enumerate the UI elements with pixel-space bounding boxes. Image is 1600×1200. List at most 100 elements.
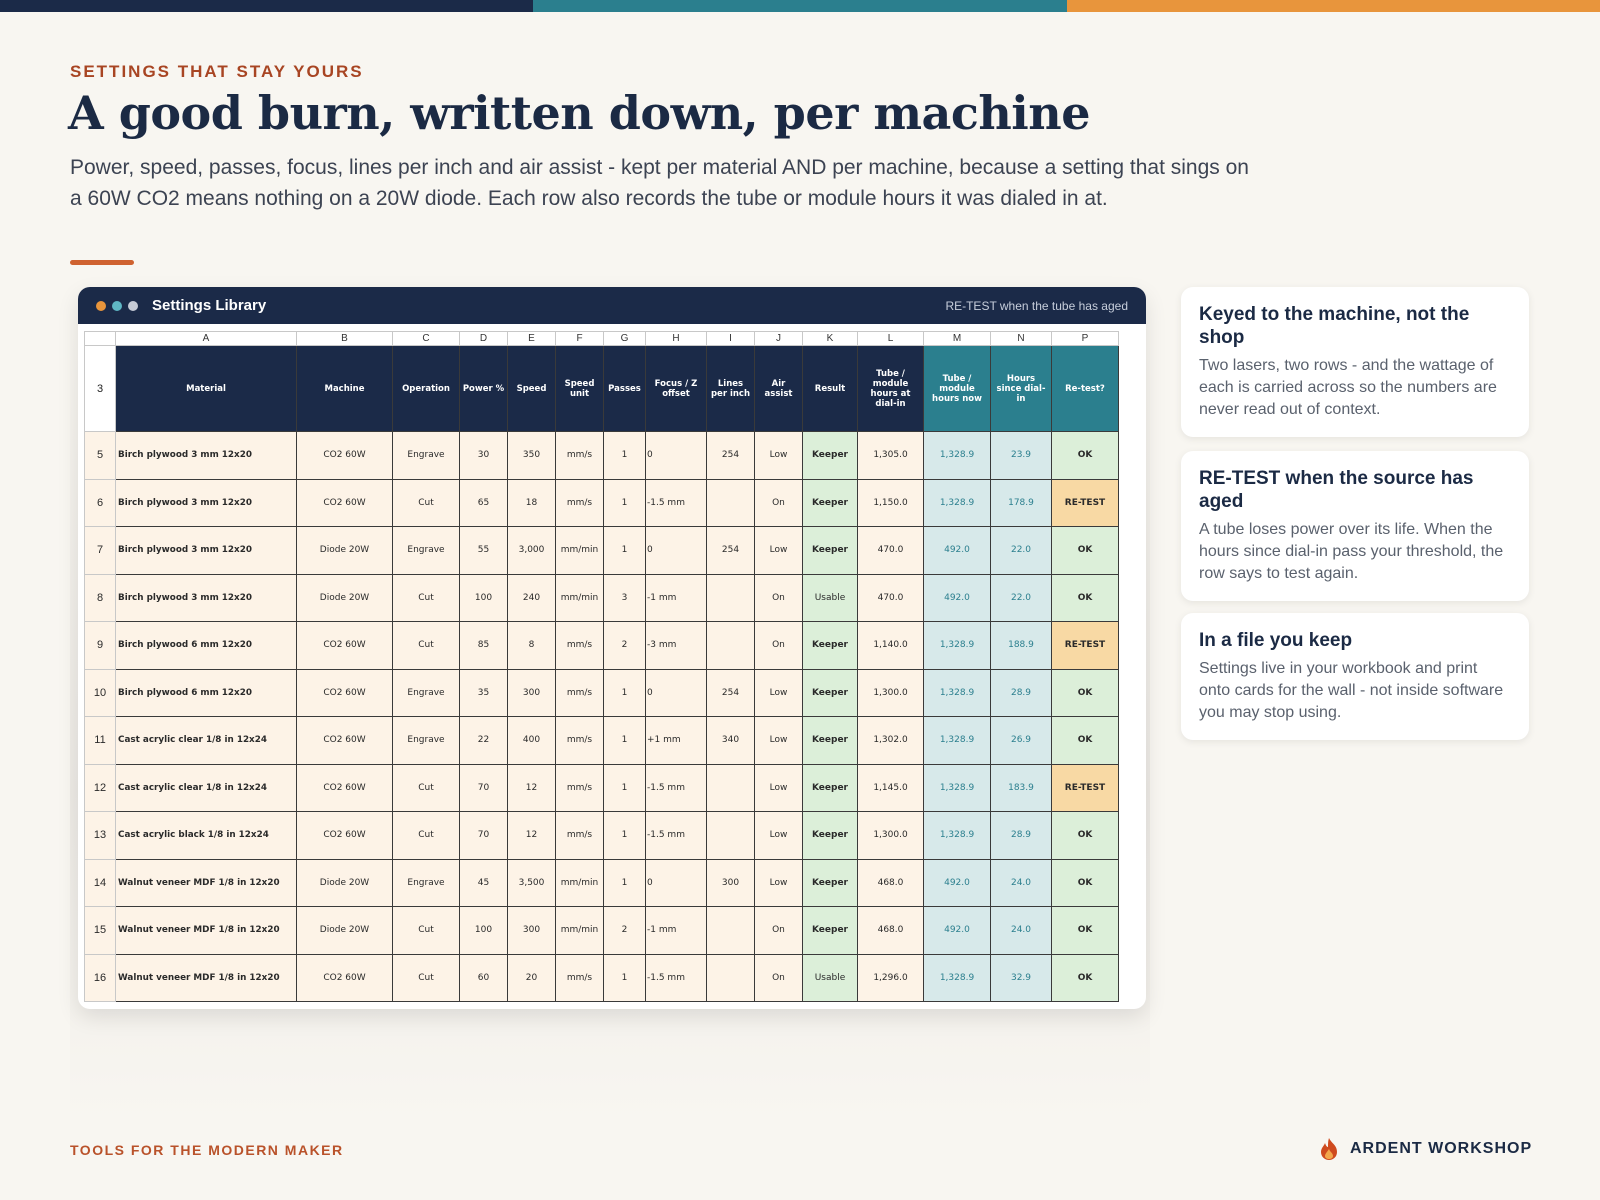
table-cell[interactable]: mm/min xyxy=(555,573,604,622)
column-header[interactable]: Focus / Z offset xyxy=(645,345,707,432)
table-cell[interactable]: Birch plywood 3 mm 12x20 xyxy=(115,573,297,622)
column-header[interactable]: Re-test? xyxy=(1051,345,1119,432)
table-cell[interactable]: Cut xyxy=(392,811,460,860)
table-cell[interactable]: 468.0 xyxy=(857,906,924,955)
table-cell[interactable]: 20 xyxy=(507,953,556,1002)
table-cell[interactable]: 3,500 xyxy=(507,858,556,907)
table-cell[interactable]: Keeper xyxy=(802,716,858,765)
column-letter[interactable]: A xyxy=(115,331,297,346)
table-cell[interactable]: 1 xyxy=(603,953,646,1002)
column-header[interactable]: Air assist xyxy=(754,345,803,432)
table-cell[interactable]: 65 xyxy=(459,478,508,527)
table-cell[interactable]: 100 xyxy=(459,573,508,622)
table-cell[interactable]: On xyxy=(754,953,803,1002)
table-cell[interactable]: 1,328.9 xyxy=(923,716,991,765)
table-cell[interactable]: Keeper xyxy=(802,621,858,670)
table-cell[interactable]: CO2 60W xyxy=(296,621,393,670)
table-cell[interactable]: 26.9 xyxy=(990,716,1052,765)
table-cell[interactable]: OK xyxy=(1051,811,1119,860)
table-cell[interactable]: Low xyxy=(754,858,803,907)
table-cell[interactable]: 1 xyxy=(603,478,646,527)
table-cell[interactable]: 1,328.9 xyxy=(923,431,991,480)
column-letter[interactable]: E xyxy=(507,331,556,346)
table-cell[interactable] xyxy=(706,906,755,955)
table-cell[interactable]: 1,300.0 xyxy=(857,668,924,717)
row-number[interactable]: 6 xyxy=(84,478,116,527)
table-cell[interactable] xyxy=(706,573,755,622)
table-cell[interactable]: mm/s xyxy=(555,621,604,670)
column-letter[interactable]: P xyxy=(1051,331,1119,346)
table-cell[interactable]: 400 xyxy=(507,716,556,765)
table-cell[interactable]: OK xyxy=(1051,668,1119,717)
table-cell[interactable]: 183.9 xyxy=(990,763,1052,812)
table-cell[interactable]: 1,140.0 xyxy=(857,621,924,670)
table-cell[interactable]: CO2 60W xyxy=(296,668,393,717)
row-number[interactable]: 9 xyxy=(84,621,116,670)
table-cell[interactable]: Cut xyxy=(392,906,460,955)
table-cell[interactable]: 2 xyxy=(603,906,646,955)
table-cell[interactable]: 492.0 xyxy=(923,858,991,907)
table-cell[interactable]: mm/s xyxy=(555,763,604,812)
row-number[interactable]: 3 xyxy=(84,345,116,432)
table-cell[interactable]: Low xyxy=(754,526,803,575)
table-cell[interactable]: On xyxy=(754,621,803,670)
table-cell[interactable]: 1,328.9 xyxy=(923,763,991,812)
column-letter[interactable]: F xyxy=(555,331,604,346)
table-cell[interactable]: Low xyxy=(754,763,803,812)
table-cell[interactable]: 70 xyxy=(459,763,508,812)
column-header[interactable]: Speed xyxy=(507,345,556,432)
table-cell[interactable]: 492.0 xyxy=(923,573,991,622)
table-cell[interactable]: mm/s xyxy=(555,953,604,1002)
table-cell[interactable]: 3,000 xyxy=(507,526,556,575)
table-cell[interactable]: Diode 20W xyxy=(296,906,393,955)
table-cell[interactable]: 178.9 xyxy=(990,478,1052,527)
table-cell[interactable]: 22 xyxy=(459,716,508,765)
column-header[interactable]: Hours since dial-in xyxy=(990,345,1052,432)
table-cell[interactable]: Keeper xyxy=(802,431,858,480)
table-cell[interactable]: 35 xyxy=(459,668,508,717)
table-cell[interactable]: On xyxy=(754,573,803,622)
table-cell[interactable]: Keeper xyxy=(802,526,858,575)
table-cell[interactable]: 470.0 xyxy=(857,526,924,575)
table-cell[interactable]: Birch plywood 3 mm 12x20 xyxy=(115,478,297,527)
column-letter[interactable]: K xyxy=(802,331,858,346)
table-cell[interactable]: mm/s xyxy=(555,811,604,860)
table-cell[interactable]: Keeper xyxy=(802,478,858,527)
table-cell[interactable]: -1 mm xyxy=(645,906,707,955)
table-cell[interactable]: mm/s xyxy=(555,716,604,765)
table-cell[interactable]: 300 xyxy=(706,858,755,907)
table-cell[interactable]: 492.0 xyxy=(923,906,991,955)
table-cell[interactable]: 60 xyxy=(459,953,508,1002)
table-cell[interactable] xyxy=(706,811,755,860)
table-cell[interactable]: -1 mm xyxy=(645,573,707,622)
column-header[interactable]: Lines per inch xyxy=(706,345,755,432)
row-number[interactable]: 10 xyxy=(84,668,116,717)
table-cell[interactable]: 1 xyxy=(603,716,646,765)
column-header[interactable]: Machine xyxy=(296,345,393,432)
table-cell[interactable]: 1,145.0 xyxy=(857,763,924,812)
table-cell[interactable] xyxy=(706,478,755,527)
table-cell[interactable]: Keeper xyxy=(802,763,858,812)
row-number[interactable]: 7 xyxy=(84,526,116,575)
row-number[interactable]: 12 xyxy=(84,763,116,812)
window-dot-gray[interactable] xyxy=(128,300,138,311)
table-cell[interactable]: 1 xyxy=(603,431,646,480)
table-cell[interactable]: Keeper xyxy=(802,858,858,907)
table-cell[interactable]: 55 xyxy=(459,526,508,575)
table-cell[interactable]: 22.0 xyxy=(990,573,1052,622)
table-cell[interactable]: Cut xyxy=(392,478,460,527)
column-letter[interactable]: C xyxy=(392,331,460,346)
table-cell[interactable]: mm/s xyxy=(555,668,604,717)
table-cell[interactable]: Engrave xyxy=(392,526,460,575)
table-cell[interactable]: Cut xyxy=(392,573,460,622)
table-cell[interactable]: -3 mm xyxy=(645,621,707,670)
table-cell[interactable]: Diode 20W xyxy=(296,526,393,575)
table-cell[interactable]: mm/min xyxy=(555,858,604,907)
column-letter[interactable]: H xyxy=(645,331,707,346)
table-cell[interactable]: 0 xyxy=(645,668,707,717)
table-cell[interactable]: Birch plywood 3 mm 12x20 xyxy=(115,431,297,480)
table-cell[interactable]: 1,305.0 xyxy=(857,431,924,480)
table-cell[interactable]: 8 xyxy=(507,621,556,670)
column-letter[interactable]: I xyxy=(706,331,755,346)
table-cell[interactable]: CO2 60W xyxy=(296,763,393,812)
